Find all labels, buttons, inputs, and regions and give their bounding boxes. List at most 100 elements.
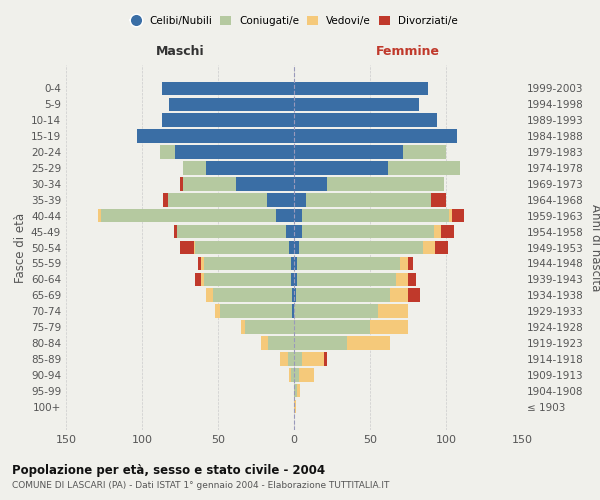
- Bar: [174, 225, 177, 238]
- Bar: [163, 193, 168, 206]
- Bar: [297, 256, 400, 270]
- Bar: [436, 240, 448, 254]
- Bar: [299, 368, 314, 382]
- Bar: [294, 400, 296, 413]
- Bar: [286, 225, 294, 238]
- Bar: [175, 145, 294, 159]
- Bar: [205, 256, 291, 270]
- Bar: [183, 177, 236, 190]
- Bar: [168, 193, 266, 206]
- Bar: [294, 272, 297, 286]
- Bar: [294, 368, 299, 382]
- Bar: [220, 304, 292, 318]
- Bar: [291, 272, 294, 286]
- Bar: [266, 193, 294, 206]
- Bar: [294, 352, 302, 366]
- Bar: [294, 304, 377, 318]
- Bar: [280, 352, 288, 366]
- Bar: [294, 82, 428, 95]
- Bar: [370, 320, 408, 334]
- Bar: [289, 368, 291, 382]
- Bar: [403, 145, 446, 159]
- Bar: [206, 161, 294, 174]
- Bar: [449, 209, 452, 222]
- Bar: [294, 288, 296, 302]
- Bar: [294, 161, 388, 174]
- Bar: [169, 98, 294, 111]
- Bar: [294, 98, 419, 111]
- Bar: [236, 177, 294, 190]
- Bar: [160, 145, 175, 159]
- Bar: [195, 240, 289, 254]
- Bar: [408, 256, 413, 270]
- Bar: [291, 256, 294, 270]
- Bar: [390, 288, 408, 302]
- Bar: [294, 256, 297, 270]
- Bar: [215, 304, 220, 318]
- Text: Popolazione per età, sesso e stato civile - 2004: Popolazione per età, sesso e stato civil…: [12, 464, 325, 477]
- Y-axis label: Fasce di età: Fasce di età: [14, 212, 27, 282]
- Bar: [294, 114, 437, 127]
- Text: Maschi: Maschi: [155, 44, 205, 58]
- Bar: [205, 272, 291, 286]
- Bar: [325, 352, 328, 366]
- Bar: [408, 288, 420, 302]
- Text: Femmine: Femmine: [376, 44, 440, 58]
- Bar: [294, 130, 457, 143]
- Bar: [292, 304, 294, 318]
- Bar: [201, 272, 205, 286]
- Bar: [180, 240, 194, 254]
- Bar: [101, 209, 276, 222]
- Text: COMUNE DI LASCARI (PA) - Dati ISTAT 1° gennaio 2004 - Elaborazione TUTTITALIA.IT: COMUNE DI LASCARI (PA) - Dati ISTAT 1° g…: [12, 481, 389, 490]
- Bar: [299, 240, 423, 254]
- Bar: [291, 368, 294, 382]
- Bar: [162, 82, 294, 95]
- Bar: [241, 320, 245, 334]
- Bar: [98, 209, 101, 222]
- Bar: [177, 225, 286, 238]
- Bar: [297, 384, 300, 398]
- Bar: [260, 336, 268, 350]
- Bar: [294, 240, 299, 254]
- Bar: [294, 209, 302, 222]
- Bar: [294, 225, 302, 238]
- Bar: [294, 193, 306, 206]
- Bar: [294, 177, 328, 190]
- Bar: [194, 240, 195, 254]
- Bar: [377, 304, 408, 318]
- Bar: [296, 288, 390, 302]
- Bar: [180, 177, 183, 190]
- Y-axis label: Anni di nascita: Anni di nascita: [589, 204, 600, 291]
- Bar: [195, 272, 201, 286]
- Bar: [276, 209, 294, 222]
- Bar: [294, 145, 403, 159]
- Bar: [198, 256, 201, 270]
- Bar: [400, 256, 408, 270]
- Bar: [396, 272, 408, 286]
- Bar: [442, 225, 454, 238]
- Bar: [292, 288, 294, 302]
- Bar: [408, 272, 416, 286]
- Bar: [297, 272, 396, 286]
- Bar: [183, 161, 206, 174]
- Bar: [294, 336, 347, 350]
- Bar: [302, 352, 325, 366]
- Bar: [289, 240, 294, 254]
- Bar: [434, 225, 442, 238]
- Bar: [302, 209, 449, 222]
- Bar: [347, 336, 390, 350]
- Bar: [137, 130, 294, 143]
- Legend: Celibi/Nubili, Coniugati/e, Vedovi/e, Divorziati/e: Celibi/Nubili, Coniugati/e, Vedovi/e, Di…: [126, 12, 462, 30]
- Bar: [288, 352, 294, 366]
- Bar: [294, 384, 297, 398]
- Bar: [431, 193, 446, 206]
- Bar: [302, 225, 434, 238]
- Bar: [328, 177, 445, 190]
- Bar: [214, 288, 292, 302]
- Bar: [201, 256, 205, 270]
- Bar: [268, 336, 294, 350]
- Bar: [423, 240, 436, 254]
- Bar: [206, 288, 214, 302]
- Bar: [162, 114, 294, 127]
- Bar: [306, 193, 431, 206]
